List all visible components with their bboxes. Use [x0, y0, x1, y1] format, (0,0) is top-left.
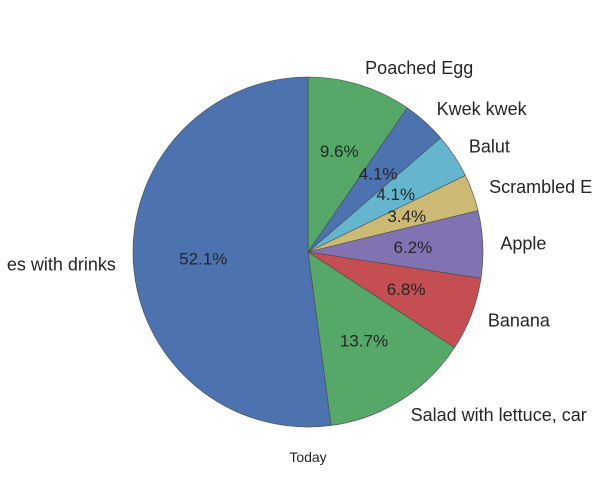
x-axis-label: Today — [289, 449, 326, 465]
slice-percent-label: 13.7% — [340, 331, 388, 350]
percent-labels: 9.6%4.1%4.1%3.4%6.2%6.8%13.7%52.1% — [179, 142, 432, 350]
pie-slices — [132, 76, 484, 428]
slice-category-label: Kwek kwek — [437, 99, 528, 119]
slice-category-label: Apple — [500, 234, 546, 254]
slice-percent-label: 52.1% — [179, 249, 227, 268]
slice-category-label: Balut — [469, 136, 510, 156]
slice-category-label: Banana — [488, 311, 551, 331]
slice-percent-label: 4.1% — [376, 185, 415, 204]
slice-percent-label: 9.6% — [320, 142, 359, 161]
pie-slice — [132, 76, 332, 428]
slice-category-label: Poached Egg — [365, 58, 473, 78]
slice-percent-label: 4.1% — [359, 164, 398, 183]
pie-slice — [307, 76, 408, 253]
pie-slice — [307, 251, 455, 426]
slice-category-label: Scrambled E — [489, 177, 592, 197]
slice-category-label: es with drinks — [7, 255, 116, 275]
slice-percent-label: 6.8% — [387, 280, 426, 299]
slice-percent-label: 3.4% — [387, 207, 426, 226]
slice-category-label: Salad with lettuce, car — [411, 405, 587, 425]
category-labels: Poached Egg Kwek kwek Balut Scrambled E Appl… — [7, 58, 592, 425]
slice-percent-label: 6.2% — [394, 238, 433, 257]
